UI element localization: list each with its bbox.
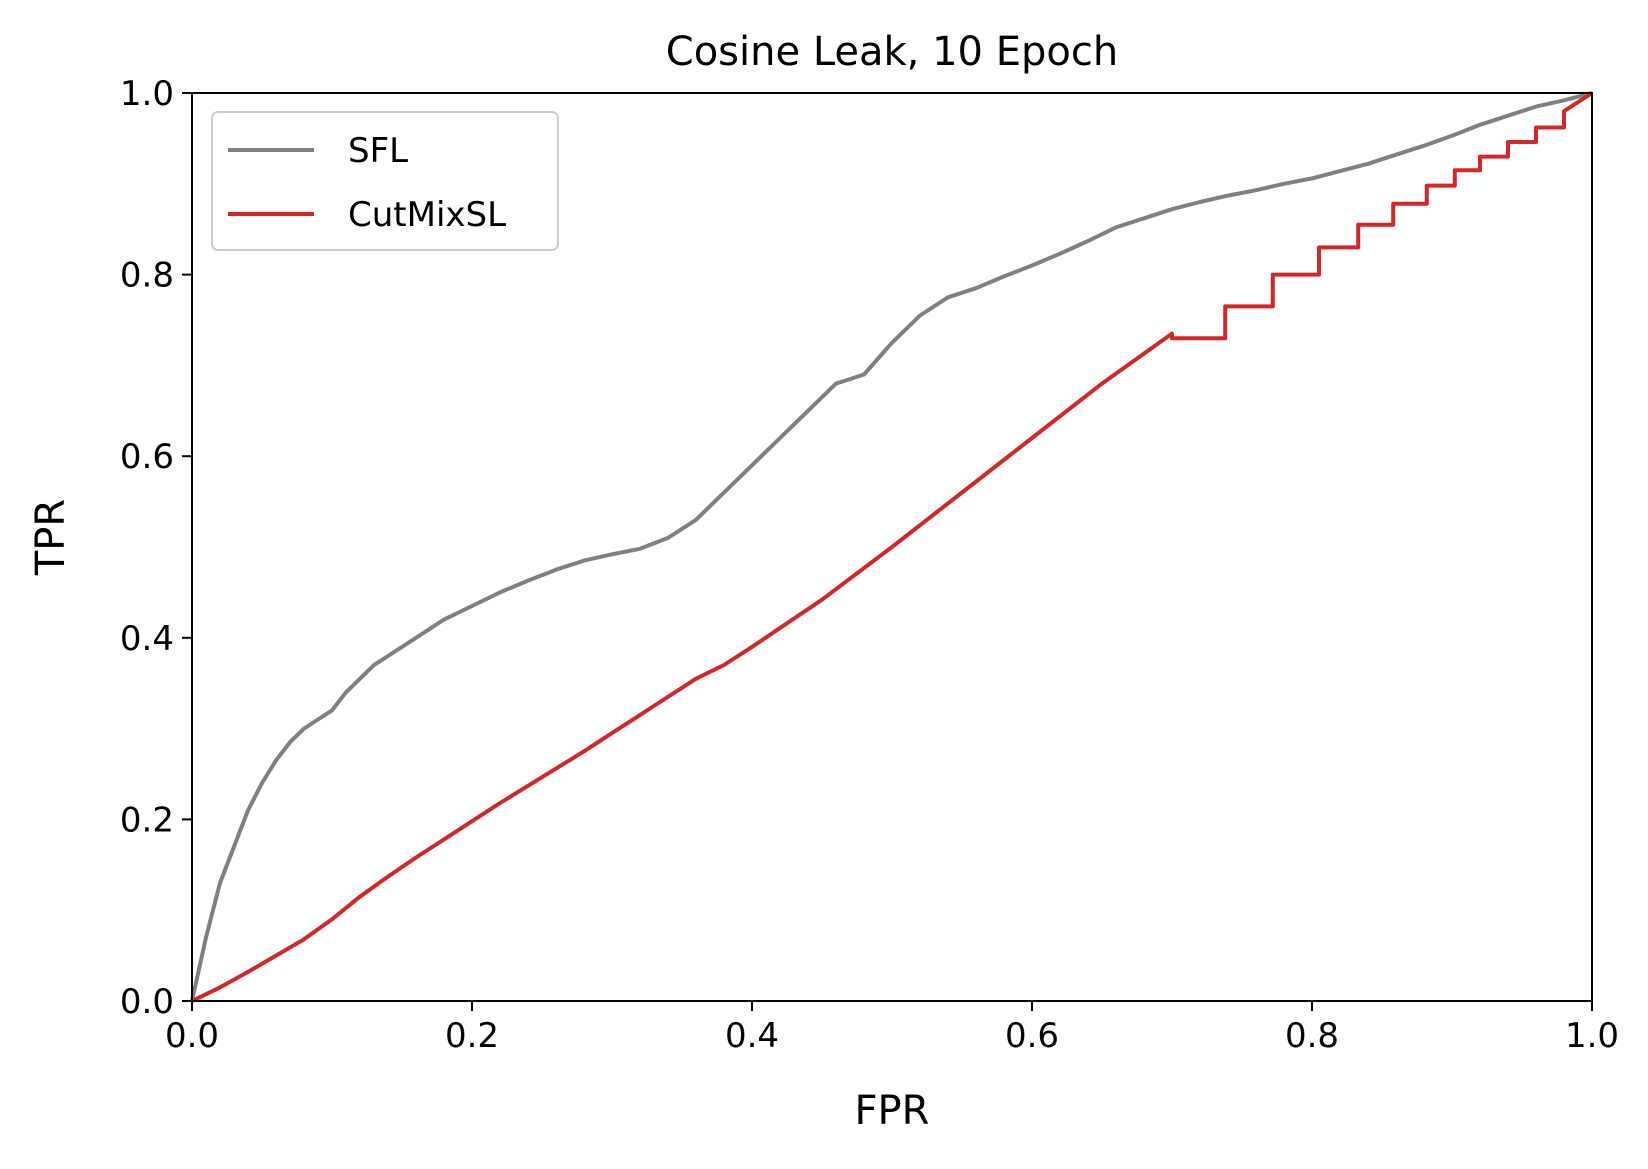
y-tick-label: 0.4	[120, 619, 174, 659]
legend: SFL CutMixSL	[211, 111, 559, 251]
axes-frame	[191, 92, 1593, 1002]
y-tick-label: 0.2	[120, 800, 174, 840]
x-tick-label: 0.2	[445, 1016, 499, 1056]
series-line-cutmixsl	[191, 91, 1594, 1003]
chart-title: Cosine Leak, 10 Epoch	[666, 29, 1118, 75]
legend-label-cutmixsl: CutMixSL	[348, 195, 506, 235]
x-tick-label: 0.0	[165, 1016, 219, 1056]
y-tick-label: 0.8	[120, 256, 174, 296]
y-tick-label: 1.0	[120, 74, 174, 114]
x-axis-label: FPR	[855, 1088, 930, 1134]
legend-label-sfl: SFL	[348, 131, 408, 171]
y-tick-label: 0.6	[120, 437, 174, 477]
x-tick-label: 0.4	[725, 1016, 779, 1056]
y-tick-label: 0.0	[120, 982, 174, 1022]
x-tick-label: 0.6	[1005, 1016, 1059, 1056]
series-line-sfl	[190, 91, 1593, 1002]
x-tick-label: 0.8	[1285, 1016, 1339, 1056]
y-axis-label: TPR	[28, 499, 74, 576]
axis-ticks: 0.0 0.2 0.4 0.6 0.8 1.0 0.0 0.2 0.4 0.6 0.8 1.0	[120, 74, 1619, 1056]
plot-area	[190, 91, 1594, 1003]
x-tick-label: 1.0	[1565, 1016, 1619, 1056]
